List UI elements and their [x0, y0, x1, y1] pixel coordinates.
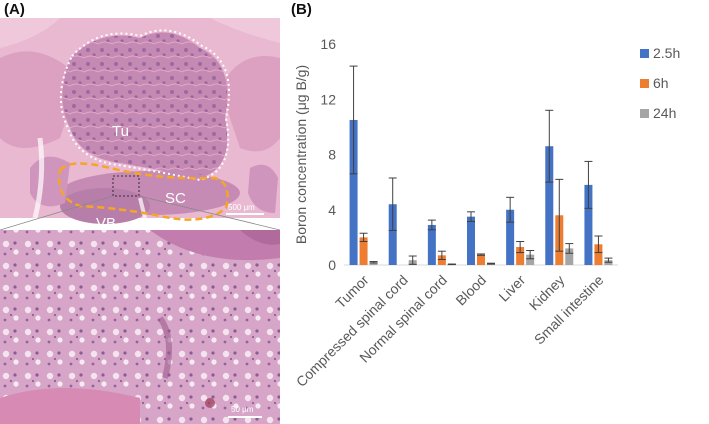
x-tick-label: Liver — [495, 272, 528, 305]
bar-24h-4 — [526, 254, 535, 265]
y-tick-label: 4 — [328, 202, 336, 218]
tumor-label: Tu — [112, 123, 129, 140]
y-tick-label: 12 — [320, 91, 336, 107]
bar-6h-2 — [437, 255, 446, 265]
bar-25h-6 — [584, 184, 593, 265]
x-tick-label: Small intestine — [531, 272, 607, 348]
legend-swatch — [640, 109, 649, 118]
y-axis-label: Boron concentration (μg B/g) — [293, 65, 309, 244]
tumor-outline — [59, 29, 230, 182]
histology-top-image: Tu SC VB 500 μm — [0, 18, 280, 232]
bar-25h-3 — [467, 216, 475, 265]
vertebral-body-label: VB — [96, 215, 116, 232]
y-tick-label: 0 — [328, 257, 336, 273]
y-tick-label: 8 — [328, 147, 336, 163]
bar-24h-5 — [565, 248, 574, 265]
legend-label: 6h — [653, 75, 669, 91]
scale-bar-bottom — [228, 416, 262, 418]
scale-text-top: 500 μm — [228, 203, 255, 212]
y-tick-label: 16 — [320, 36, 336, 52]
x-tick-label: Blood — [452, 272, 489, 309]
zoom-line-right — [138, 195, 280, 231]
legend-label: 2.5h — [653, 45, 680, 61]
panel-a-label: (A) — [4, 1, 25, 18]
bar-6h-3 — [477, 254, 485, 265]
panel-b-label: (B) — [291, 1, 312, 18]
bar-6h-4 — [516, 247, 525, 265]
histology-bottom-image: 50 μm — [0, 230, 280, 424]
bar-24h-0 — [369, 262, 378, 265]
zoom-box — [112, 175, 140, 197]
bar-25h-4 — [506, 209, 515, 265]
scale-text-bottom: 50 μm — [231, 405, 254, 414]
spinal-cord-label: SC — [165, 190, 186, 207]
zoom-line-left — [0, 195, 114, 231]
tumor-region — [62, 32, 228, 178]
bar-25h-1 — [388, 204, 397, 265]
bar-6h-0 — [359, 237, 368, 265]
scale-bar-top — [226, 213, 264, 215]
legend-swatch — [640, 79, 649, 88]
bar-25h-2 — [427, 224, 436, 265]
bar-6h-6 — [594, 244, 603, 265]
legend-swatch — [640, 49, 649, 58]
bar-25h-5 — [545, 146, 554, 265]
histology-panel: Tu SC VB 500 μm 50 μm — [0, 18, 280, 424]
bar-25h-0 — [349, 119, 358, 265]
legend-label: 24h — [653, 105, 676, 121]
